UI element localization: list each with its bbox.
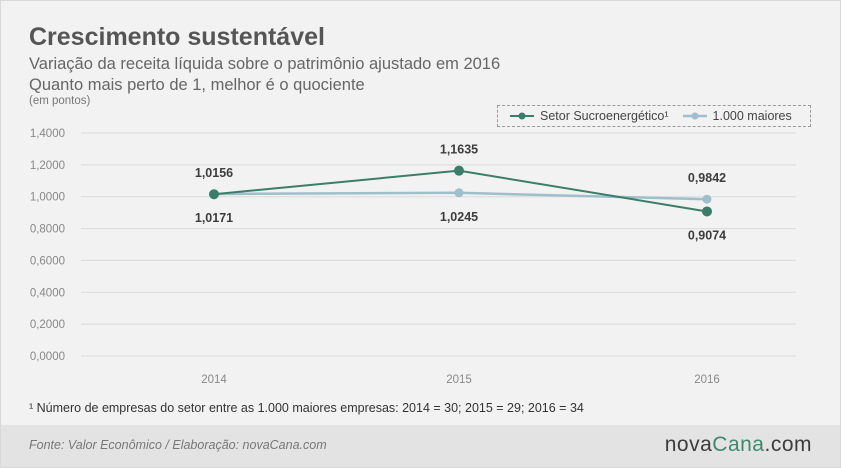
- legend-line-sector-icon: [510, 112, 534, 120]
- data-point-sector: [209, 189, 219, 200]
- data-label: 0,9074: [688, 228, 726, 242]
- footnote: ¹ Número de empresas do setor entre as 1…: [29, 401, 584, 415]
- data-point-top1000: [454, 188, 464, 198]
- line-chart: 1,4000 1,2000 1,0000 0,8000 0,6000 0,4000 0,20…: [30, 128, 796, 386]
- x-axis-ticks: 2014 2015 2016: [201, 374, 720, 386]
- logo-part-cana: Cana: [712, 433, 765, 456]
- data-labels: 1,0156 1,1635 0,9074 1,0171 1,0245 0,9842: [195, 143, 726, 243]
- data-label: 1,0245: [440, 210, 478, 224]
- source-note: Fonte: Valor Econômico / Elaboração: nov…: [29, 438, 327, 452]
- data-label: 1,0156: [195, 166, 233, 180]
- logo-part-nova: nova: [664, 433, 713, 456]
- data-point-sector: [454, 165, 464, 176]
- legend-label-top1000: 1.000 maiores: [712, 109, 792, 123]
- y-tick-label: 0,4000: [30, 287, 65, 299]
- x-tick-label: 2015: [446, 374, 472, 386]
- unit-label: (em pontos): [29, 95, 91, 107]
- legend-item-top1000: 1.000 maiores: [682, 109, 792, 123]
- novacana-logo: novaCana.com: [665, 433, 812, 457]
- y-tick-label: 0,2000: [30, 319, 65, 331]
- data-label: 1,0171: [195, 211, 233, 225]
- x-tick-label: 2016: [694, 374, 720, 386]
- legend: Setor Sucroenergético¹ 1.000 maiores: [497, 105, 811, 127]
- series-layer: [209, 165, 712, 217]
- y-tick-label: 1,4000: [30, 128, 65, 140]
- data-label: 0,9842: [688, 171, 726, 185]
- y-tick-label: 0,8000: [30, 224, 65, 236]
- chart-subtitle: Variação da receita líquida sobre o patr…: [29, 55, 501, 73]
- data-label: 1,1635: [440, 143, 478, 157]
- legend-label-sector: Setor Sucroenergético¹: [540, 109, 669, 123]
- x-tick-label: 2014: [201, 374, 227, 386]
- y-tick-label: 1,2000: [30, 160, 65, 172]
- logo-part-com: .com: [764, 433, 812, 456]
- chart-title: Crescimento sustentável: [29, 23, 325, 51]
- legend-item-sector: Setor Sucroenergético¹: [510, 109, 669, 123]
- data-point-sector: [702, 206, 712, 217]
- data-point-top1000: [702, 194, 712, 204]
- y-axis-ticks: 1,4000 1,2000 1,0000 0,8000 0,6000 0,4000 0,20…: [30, 128, 65, 363]
- y-tick-label: 1,0000: [30, 192, 65, 204]
- chart-subtitle-note: Quanto mais perto de 1, melhor é o quoci…: [29, 76, 365, 94]
- y-tick-label: 0,6000: [30, 255, 65, 267]
- grid-layer: [81, 132, 796, 357]
- legend-line-top1000-icon: [682, 112, 707, 120]
- y-tick-label: 0,0000: [30, 351, 65, 363]
- footer-bar: Fonte: Valor Econômico / Elaboração: nov…: [1, 425, 840, 467]
